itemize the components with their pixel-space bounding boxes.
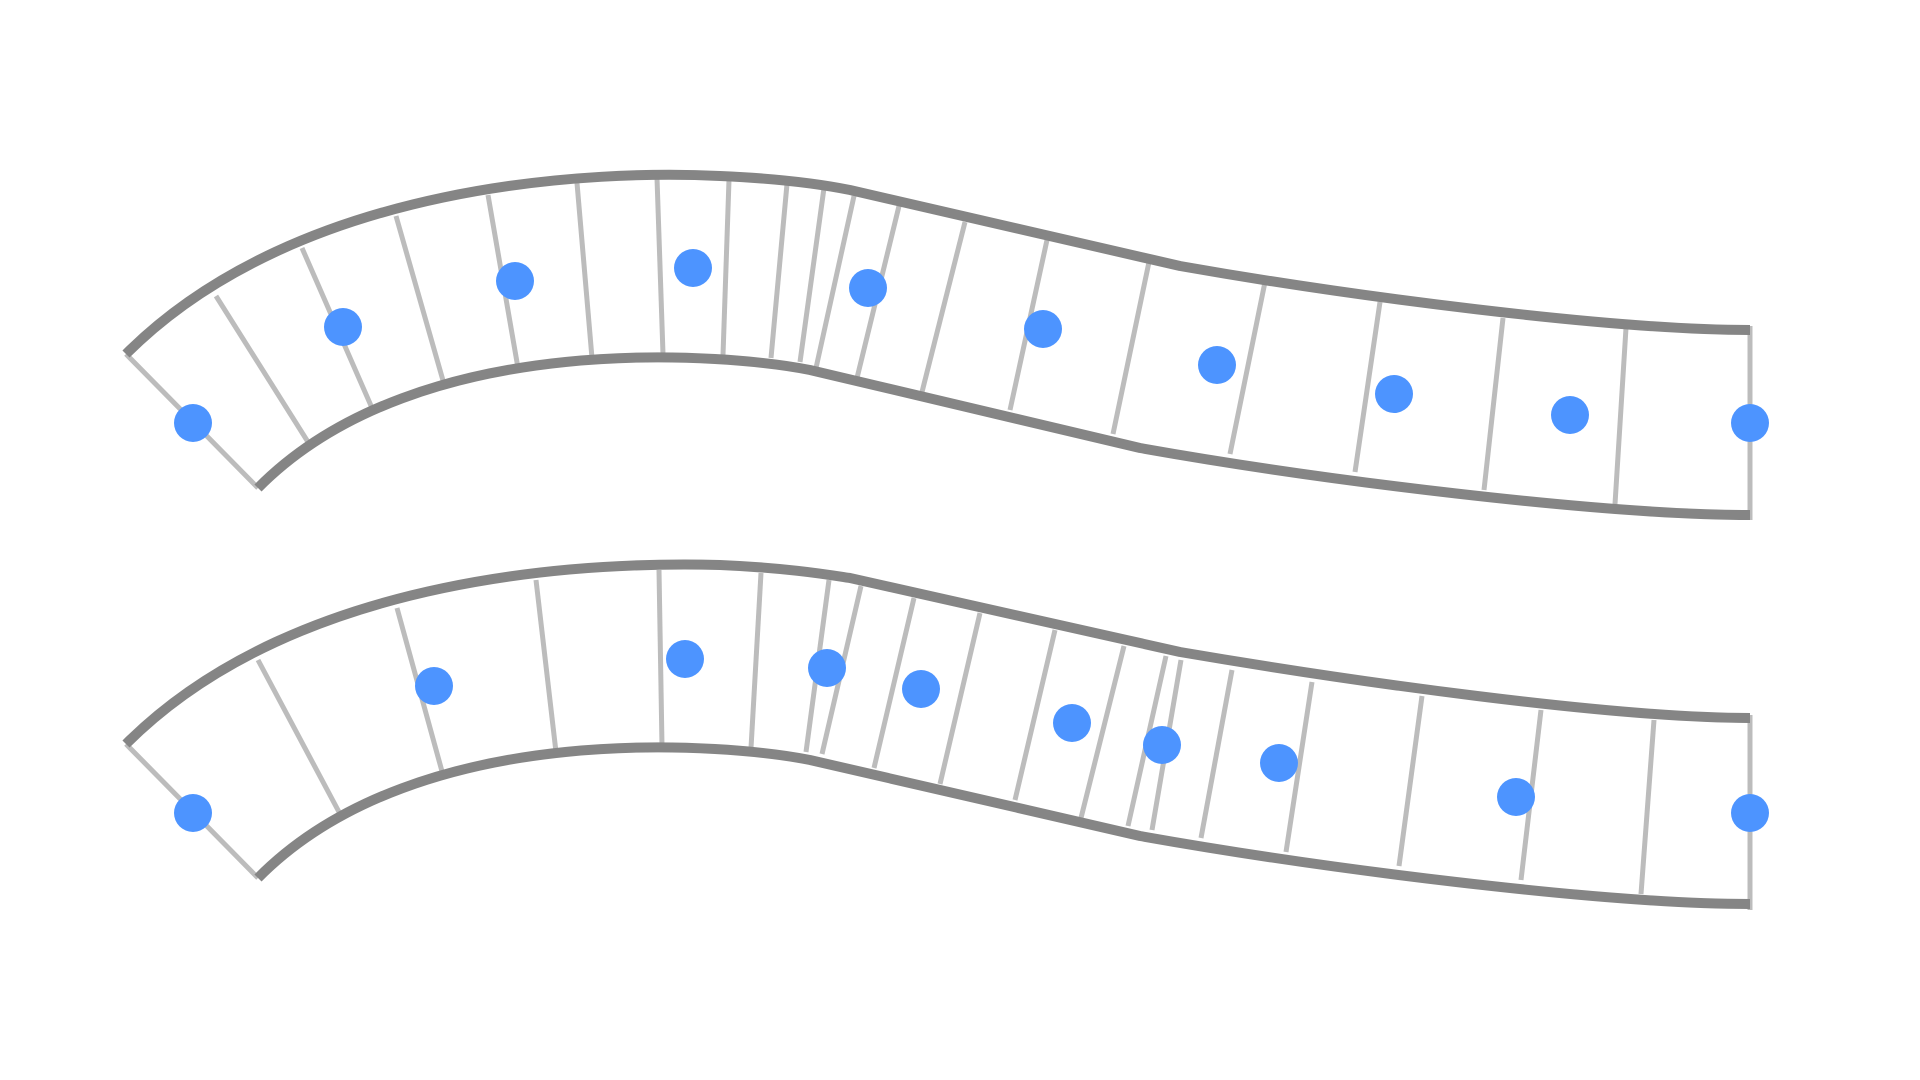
bottom-inner-rail xyxy=(254,742,1751,909)
bottom-rung-15 xyxy=(1283,681,1315,853)
bottom-marker-2 xyxy=(415,667,453,705)
bottom-marker-4 xyxy=(808,649,846,687)
top-rung-12 xyxy=(919,221,968,393)
bottom-rung-18 xyxy=(1638,719,1657,895)
bottom-rung-3 xyxy=(533,579,559,753)
top-marker-10 xyxy=(1731,404,1769,442)
bottom-rung-9 xyxy=(937,612,983,785)
top-marker-6 xyxy=(1024,310,1062,348)
bottom-rung-4 xyxy=(656,569,665,747)
bottom-marker-9 xyxy=(1497,778,1535,816)
top-band xyxy=(122,169,1769,520)
bottom-rungs xyxy=(124,569,1753,910)
bottom-rung-1 xyxy=(255,658,342,814)
top-marker-2 xyxy=(324,308,362,346)
top-rung-10 xyxy=(813,195,857,369)
top-marker-8 xyxy=(1375,375,1413,413)
bottom-marker-6 xyxy=(1053,704,1091,742)
top-rung-17 xyxy=(1481,317,1506,491)
top-marker-5 xyxy=(849,269,887,307)
top-marker-4 xyxy=(674,249,712,287)
top-marker-7 xyxy=(1198,346,1236,384)
bottom-rung-8 xyxy=(871,597,917,769)
bottom-marker-7 xyxy=(1143,726,1181,764)
bottom-rung-10 xyxy=(1012,629,1058,801)
top-markers xyxy=(174,249,1769,442)
top-rung-3 xyxy=(393,215,447,385)
bottom-marker-10 xyxy=(1731,794,1769,832)
bottom-marker-8 xyxy=(1260,744,1298,782)
bottom-marker-5 xyxy=(902,670,940,708)
top-marker-9 xyxy=(1551,396,1589,434)
bottom-rung-14 xyxy=(1198,669,1235,839)
top-inner-rail xyxy=(254,352,1751,520)
top-rung-14 xyxy=(1110,261,1152,435)
top-marker-1 xyxy=(174,404,212,442)
bottom-rung-16 xyxy=(1396,695,1425,867)
bottom-outer-rail xyxy=(122,559,1751,748)
top-rung-9 xyxy=(797,187,827,363)
bottom-rung-11 xyxy=(1078,645,1127,819)
top-rung-7 xyxy=(720,179,732,356)
top-rung-8 xyxy=(768,183,790,359)
top-rung-18 xyxy=(1612,327,1629,505)
bottom-rung-5 xyxy=(748,572,764,749)
bottom-marker-1 xyxy=(174,794,212,832)
bottom-marker-3 xyxy=(666,640,704,678)
top-rung-6 xyxy=(654,177,666,355)
top-rung-15 xyxy=(1227,281,1268,455)
top-outer-rail xyxy=(122,169,1751,358)
top-rung-5 xyxy=(574,182,595,359)
top-rungs xyxy=(124,177,1753,520)
bottom-markers xyxy=(174,640,1769,832)
top-marker-3 xyxy=(496,262,534,300)
top-rung-16 xyxy=(1352,301,1383,473)
top-rung-1 xyxy=(213,294,311,444)
bottom-band xyxy=(122,559,1769,910)
